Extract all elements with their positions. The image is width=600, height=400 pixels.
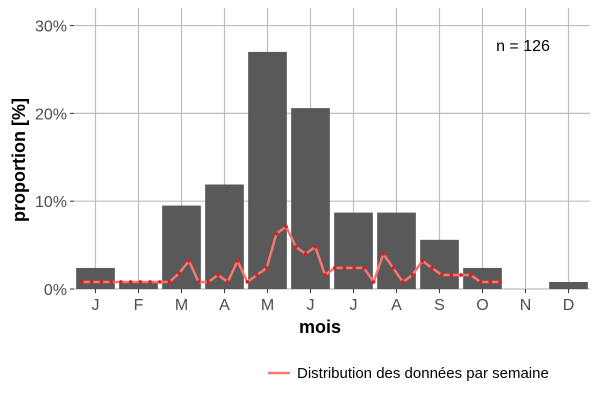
bar-j-6 (334, 212, 373, 289)
weekly-point-13 (196, 280, 201, 284)
y-axis-title: proportion [%] (9, 98, 29, 222)
weekly-point-41 (469, 273, 473, 277)
weekly-point-29 (352, 266, 356, 270)
y-tick-label: 10% (35, 194, 67, 211)
weekly-point-19 (255, 273, 259, 277)
weekly-point-38 (439, 273, 444, 277)
weekly-point-3 (99, 280, 104, 284)
y-tick-label: 20% (35, 106, 67, 123)
y-tick-label: 0% (44, 282, 67, 299)
x-tick-label: J (92, 297, 100, 314)
weekly-point-33 (391, 266, 395, 270)
x-tick-label: M (175, 297, 188, 314)
bar-d-11 (549, 281, 588, 289)
bar-j-5 (291, 108, 330, 289)
weekly-point-42 (478, 280, 483, 284)
weekly-point-36 (420, 259, 425, 263)
weekly-point-23 (294, 245, 298, 249)
weekly-point-28 (342, 266, 347, 270)
weekly-point-26 (323, 273, 327, 277)
weekly-point-1 (80, 280, 84, 284)
weekly-point-4 (109, 280, 113, 284)
x-axis-title: mois (299, 317, 341, 337)
weekly-point-37 (430, 266, 434, 270)
weekly-point-21 (274, 231, 279, 236)
weekly-point-11 (177, 271, 182, 275)
x-tick-label: F (134, 297, 144, 314)
weekly-point-27 (332, 266, 337, 270)
weekly-point-18 (245, 280, 250, 284)
weekly-point-24 (303, 252, 308, 256)
weekly-point-16 (226, 280, 230, 284)
x-tick-label: J (307, 297, 315, 314)
bar-o-9 (463, 267, 502, 289)
weekly-point-30 (362, 266, 366, 270)
y-tick-label: 30% (35, 19, 67, 36)
x-tick-label: A (219, 297, 230, 314)
weekly-point-2 (89, 280, 94, 284)
weekly-point-44 (498, 280, 502, 284)
bar-j-0 (76, 267, 115, 289)
weekly-point-15 (216, 273, 220, 277)
bars (76, 51, 588, 289)
legend-label: Distribution des données par semaine (297, 365, 549, 382)
bar-m-4 (248, 51, 287, 289)
weekly-point-17 (235, 259, 240, 263)
x-tick-label: D (563, 297, 575, 314)
weekly-point-34 (400, 280, 405, 284)
bar-a-3 (205, 184, 244, 289)
weekly-point-10 (167, 280, 172, 284)
weekly-point-32 (381, 252, 386, 256)
weekly-point-6 (128, 280, 133, 284)
y-axis: 0% 10% 20% 30% (35, 19, 74, 299)
weekly-point-39 (449, 273, 454, 277)
weekly-point-20 (264, 266, 269, 270)
weekly-point-40 (459, 273, 463, 277)
weekly-point-5 (119, 280, 123, 284)
x-tick-label: M (261, 297, 274, 314)
x-tick-label: A (391, 297, 402, 314)
weekly-point-43 (488, 280, 493, 284)
weekly-line (80, 224, 502, 284)
weekly-point-9 (157, 280, 162, 284)
weekly-point-7 (138, 280, 143, 284)
x-tick-label: O (476, 297, 488, 314)
weekly-point-22 (284, 224, 288, 229)
legend: Distribution des données par semaine (268, 365, 549, 382)
weekly-point-8 (148, 280, 152, 284)
weekly-point-31 (371, 280, 376, 284)
weekly-point-12 (187, 259, 191, 263)
annotation-n: n = 126 (496, 38, 550, 55)
weekly-point-25 (313, 245, 318, 249)
weekly-point-35 (410, 273, 415, 277)
weekly-point-14 (206, 280, 211, 284)
x-tick-label: N (520, 297, 532, 314)
x-tick-label: J (350, 297, 358, 314)
x-tick-label: S (434, 297, 445, 314)
bar-f-1 (119, 281, 158, 289)
